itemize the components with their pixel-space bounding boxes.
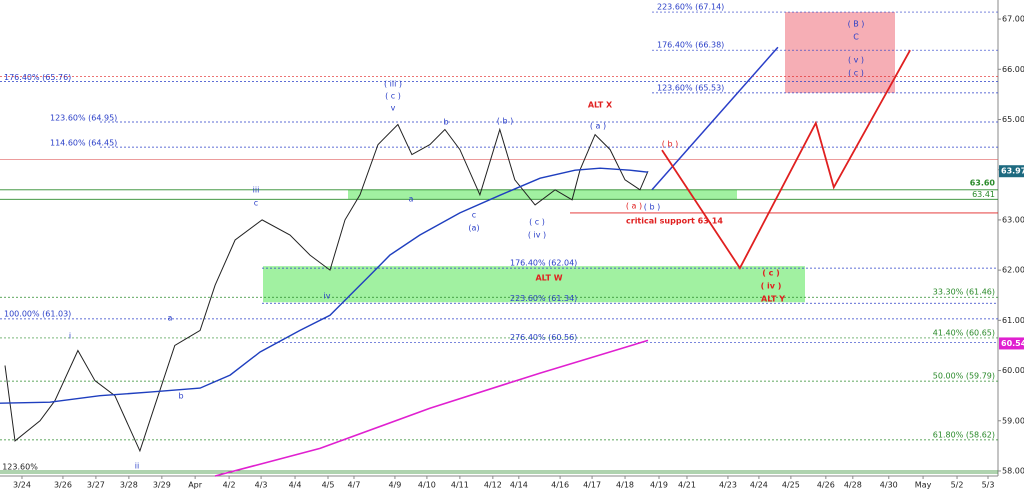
level-label: 41.40% (60.65) xyxy=(933,328,995,337)
wave-label: ( c ) xyxy=(529,218,545,227)
x-tick-label: Apr xyxy=(188,481,203,490)
wave-label: ( v ) xyxy=(848,56,864,65)
x-tick-label: 4/14 xyxy=(510,481,528,490)
x-tick-label: 4/18 xyxy=(616,481,634,490)
level-label: 61.80% (58.62) xyxy=(933,430,995,439)
level-label: 176.40% (66.38) xyxy=(657,41,724,50)
wave-label: 123.60% xyxy=(2,463,38,472)
x-tick-label: 3/28 xyxy=(120,481,138,490)
x-tick-label: 4/28 xyxy=(844,481,862,490)
x-tick-label: 4/23 xyxy=(719,481,737,490)
x-tick-label: 4/24 xyxy=(750,481,768,490)
level-label: 223.60% (67.14) xyxy=(657,3,724,12)
x-tick-label: 3/29 xyxy=(153,481,171,490)
zone xyxy=(348,189,737,200)
x-tick-label: 4/9 xyxy=(389,481,402,490)
wave-label: ALT X xyxy=(588,101,613,110)
x-tick-label: 4/19 xyxy=(650,481,668,490)
y-tick-label: 58.00 xyxy=(1002,466,1024,475)
series-line xyxy=(214,339,649,477)
level-label: 223.60% (61.34) xyxy=(510,294,577,303)
price-tag-label: 60.54 xyxy=(1001,339,1024,348)
x-tick-label: 4/5 xyxy=(322,481,335,490)
level-label: 276.40% (60.56) xyxy=(510,333,577,342)
level-label: critical support 63.14 xyxy=(626,216,723,225)
zone xyxy=(263,266,805,303)
x-tick-label: 4/10 xyxy=(418,481,436,490)
zone xyxy=(785,12,895,93)
series-line xyxy=(0,167,649,404)
wave-label: ( b ) xyxy=(662,140,678,149)
x-tick-label: 4/30 xyxy=(880,481,898,490)
wave-label: ( c ) xyxy=(848,69,864,78)
x-tick-label: 3/26 xyxy=(54,481,72,490)
wave-label: c xyxy=(254,199,258,208)
wave-label: ( c ) xyxy=(762,269,780,278)
x-tick-label: 5/2 xyxy=(951,481,964,490)
wave-label: ii xyxy=(135,462,139,471)
level-label: 176.40% (65.76) xyxy=(4,73,71,82)
x-tick-label: 5/3 xyxy=(982,481,995,490)
level-label: 33.30% (61.46) xyxy=(933,288,995,297)
y-tick-label: 67.00 xyxy=(1002,15,1024,24)
series-line xyxy=(4,123,649,453)
wave-label: ALT Y xyxy=(761,295,785,304)
wave-label: a xyxy=(409,195,414,204)
wave-label: i xyxy=(69,332,71,341)
wave-label: ( c ) xyxy=(385,92,401,101)
y-tick-label: 63.00 xyxy=(1002,215,1024,224)
x-tick-label: 4/12 xyxy=(484,481,502,490)
price-tag xyxy=(999,165,1024,178)
level-label: 176.40% (62.04) xyxy=(510,259,577,268)
x-tick-label: May xyxy=(915,481,932,490)
wave-label: a xyxy=(168,314,173,323)
x-tick-label: 4/16 xyxy=(551,481,569,490)
level-label: 63.41 xyxy=(972,190,995,199)
wave-label: iv xyxy=(324,292,331,301)
price-tag xyxy=(999,337,1024,350)
level-label: 100.00% (61.03) xyxy=(4,309,71,318)
x-tick-label: 4/25 xyxy=(782,481,800,490)
wave-label: ( iv ) xyxy=(761,282,782,291)
wave-label: ( iv ) xyxy=(528,231,546,240)
y-tick-label: 60.00 xyxy=(1002,366,1024,375)
wave-label: ( iii ) xyxy=(384,80,402,89)
wave-label: C xyxy=(853,33,859,42)
wave-label: ( B ) xyxy=(848,20,865,29)
x-tick-label: 4/26 xyxy=(817,481,835,490)
wave-label: (a) xyxy=(468,224,479,233)
wave-label: c xyxy=(472,211,476,220)
level-label: 50.00% (59.79) xyxy=(933,372,995,381)
y-tick-label: 66.00 xyxy=(1002,65,1024,74)
price-tag-label: 63.97 xyxy=(1001,167,1024,176)
series-line xyxy=(661,49,911,270)
wave-label: ALT W xyxy=(535,274,562,283)
wave-label: b xyxy=(443,118,448,127)
wave-label: ( a ) xyxy=(626,202,642,211)
wave-label: ( b ) xyxy=(644,203,660,212)
level-label: 63.60 xyxy=(970,178,996,187)
x-tick-label: 4/2 xyxy=(223,481,236,490)
y-tick-label: 61.00 xyxy=(1002,316,1024,325)
wave-label: b xyxy=(178,392,183,401)
x-tick-label: 3/24 xyxy=(13,481,31,490)
level-label: 114.60% (64.45) xyxy=(50,139,117,148)
level-label: 123.60% (64.95) xyxy=(50,114,117,123)
y-tick-label: 62.00 xyxy=(1002,266,1024,275)
y-tick-label: 59.00 xyxy=(1002,416,1024,425)
wave-label: ( a ) xyxy=(590,122,606,131)
x-tick-label: 4/17 xyxy=(583,481,601,490)
x-tick-label: 4/3 xyxy=(255,481,268,490)
wave-label: v xyxy=(391,104,396,113)
x-tick-label: 4/21 xyxy=(678,481,696,490)
level-label: 123.60% (65.53) xyxy=(657,83,724,92)
x-tick-label: 4/4 xyxy=(289,481,302,490)
x-tick-label: 4/7 xyxy=(348,481,361,490)
wave-label: iii xyxy=(253,186,260,195)
x-tick-label: 4/11 xyxy=(451,481,469,490)
x-tick-label: 3/27 xyxy=(87,481,105,490)
y-tick-label: 65.00 xyxy=(1002,115,1024,124)
wave-label: ( b ) xyxy=(497,117,513,126)
